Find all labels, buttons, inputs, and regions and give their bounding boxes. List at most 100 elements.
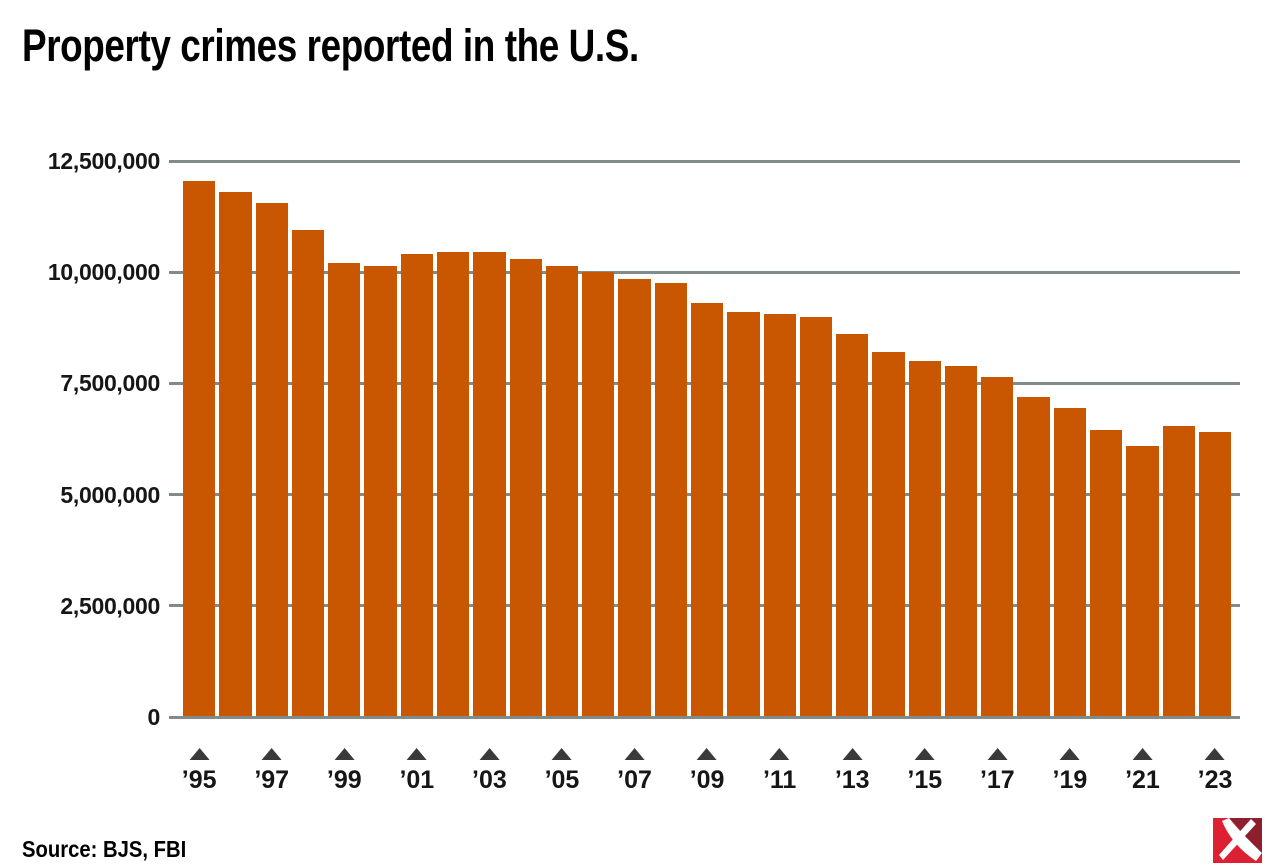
- x-marker-cell-2016: [945, 748, 977, 798]
- x-axis-tick-label: ’11: [762, 766, 797, 794]
- triangle-marker-icon: [914, 748, 935, 760]
- x-marker-cell-1996: [219, 748, 251, 798]
- x-axis-tick-label: ’09: [689, 766, 725, 794]
- x-axis-tick-label: ’13: [834, 766, 870, 794]
- x-marker-2017: ’17: [980, 748, 1015, 795]
- bar-2023: [1198, 432, 1232, 717]
- bar-2004: [509, 258, 542, 717]
- bar-2011: [763, 314, 796, 717]
- x-marker-cell-2020: [1090, 748, 1122, 798]
- logo-pick-handle: [1219, 819, 1256, 860]
- triangle-marker-icon: [987, 748, 1008, 760]
- bar-2021: [1126, 445, 1159, 717]
- x-axis-baseline: [169, 715, 1240, 719]
- bar-2010: [727, 312, 760, 717]
- x-marker-cell-2017: ’17: [980, 748, 1015, 798]
- x-marker-2021: ’21: [1125, 748, 1160, 795]
- x-axis-tick-label: ’23: [1197, 766, 1233, 794]
- bar-2003: [473, 252, 506, 717]
- x-marker-cell-2010: [727, 748, 759, 798]
- gridline-12,500,000: [169, 159, 1240, 163]
- x-marker-2019: ’19: [1053, 748, 1087, 795]
- x-marker-2005: ’05: [544, 748, 580, 795]
- x-marker-cell-2015: ’15: [907, 748, 942, 798]
- x-marker-cell-2018: [1017, 748, 1049, 798]
- triangle-marker-icon: [1132, 748, 1153, 760]
- y-axis-tick-label: 12,500,000: [47, 148, 160, 174]
- x-marker-cell-1998: [292, 748, 324, 798]
- bar-2006: [582, 272, 615, 717]
- x-marker-cell-2001: ’01: [399, 748, 434, 798]
- x-marker-cell-1995: ’95: [182, 748, 217, 798]
- x-marker-cell-2006: [582, 748, 614, 798]
- x-marker-cell-1999: ’99: [327, 748, 362, 798]
- triangle-marker-icon: [769, 748, 790, 760]
- bar-1995: [183, 181, 216, 717]
- bars: [183, 161, 1232, 717]
- x-marker-cell-2019: ’19: [1053, 748, 1087, 798]
- bar-2000: [364, 265, 397, 717]
- x-axis-tick-label: ’97: [254, 766, 290, 794]
- x-marker-cell-1997: ’97: [254, 748, 290, 798]
- x-marker-cell-2004: [510, 748, 542, 798]
- y-axis-tick-label: 5,000,000: [60, 481, 160, 508]
- bar-2015: [908, 361, 941, 717]
- x-marker-1995: ’95: [182, 748, 217, 795]
- y-axis-tick-label: 7,500,000: [60, 370, 160, 397]
- bar-2001: [400, 254, 433, 717]
- x-marker-cell-2022: [1163, 748, 1195, 798]
- bar-2012: [799, 316, 833, 717]
- x-marker-cell-2009: ’09: [689, 748, 725, 798]
- x-marker-cell-2003: ’03: [472, 748, 507, 798]
- bar-2009: [690, 303, 724, 717]
- y-axis-tick-label: 10,000,000: [47, 259, 160, 286]
- x-marker-2011: ’11: [763, 748, 796, 795]
- bar-2013: [836, 334, 869, 717]
- triangle-marker-icon: [624, 748, 645, 760]
- triangle-marker-icon: [479, 748, 500, 760]
- triangle-marker-icon: [406, 748, 427, 760]
- x-axis-tick-label: ’15: [907, 766, 943, 794]
- bar-1997: [255, 203, 288, 717]
- x-axis-tick-label: ’05: [544, 766, 580, 794]
- x-marker-cell-2000: [364, 748, 396, 798]
- bar-2016: [944, 365, 978, 717]
- bar-2014: [872, 352, 905, 717]
- bar-2017: [981, 376, 1014, 717]
- triangle-marker-icon: [1059, 748, 1080, 760]
- bar-2007: [618, 278, 651, 717]
- x-marker-2007: ’07: [617, 748, 652, 795]
- bar-2018: [1017, 396, 1050, 717]
- plot-area: [169, 159, 1240, 719]
- x-axis-tick-label: ’07: [617, 766, 652, 794]
- x-marker-cell-2012: [800, 748, 832, 798]
- bar-1999: [328, 263, 361, 717]
- x-axis-tick-label: ’95: [181, 766, 217, 794]
- gridline-10,000,000: [169, 270, 1240, 274]
- bar-2020: [1090, 430, 1123, 717]
- bar-2008: [654, 283, 687, 717]
- x-marker-cell-2011: ’11: [763, 748, 796, 798]
- x-marker-cell-2023: ’23: [1197, 748, 1233, 798]
- x-marker-cell-2013: ’13: [834, 748, 870, 798]
- bar-2022: [1162, 425, 1195, 717]
- x-marker-cell-2007: ’07: [617, 748, 652, 798]
- x-marker-2015: ’15: [907, 748, 942, 795]
- triangle-marker-icon: [189, 748, 210, 760]
- triangle-marker-icon: [1205, 748, 1226, 760]
- x-marker-cell-2002: [437, 748, 469, 798]
- x-axis-tick-label: ’17: [979, 766, 1015, 794]
- x-marker-2003: ’03: [472, 748, 507, 795]
- triangle-marker-icon: [551, 748, 572, 760]
- bar-2005: [545, 265, 579, 717]
- y-axis-tick-label: 0: [147, 704, 161, 730]
- x-marker-2023: ’23: [1197, 748, 1233, 795]
- x-axis-tick-label: ’21: [1125, 766, 1160, 794]
- x-marker-cell-2005: ’05: [544, 748, 580, 798]
- x-marker-2009: ’09: [689, 748, 725, 795]
- x-marker-cell-2014: [872, 748, 904, 798]
- logo-pick-blade: [1222, 818, 1262, 861]
- triangle-marker-icon: [261, 748, 282, 760]
- triangle-marker-icon: [697, 748, 718, 760]
